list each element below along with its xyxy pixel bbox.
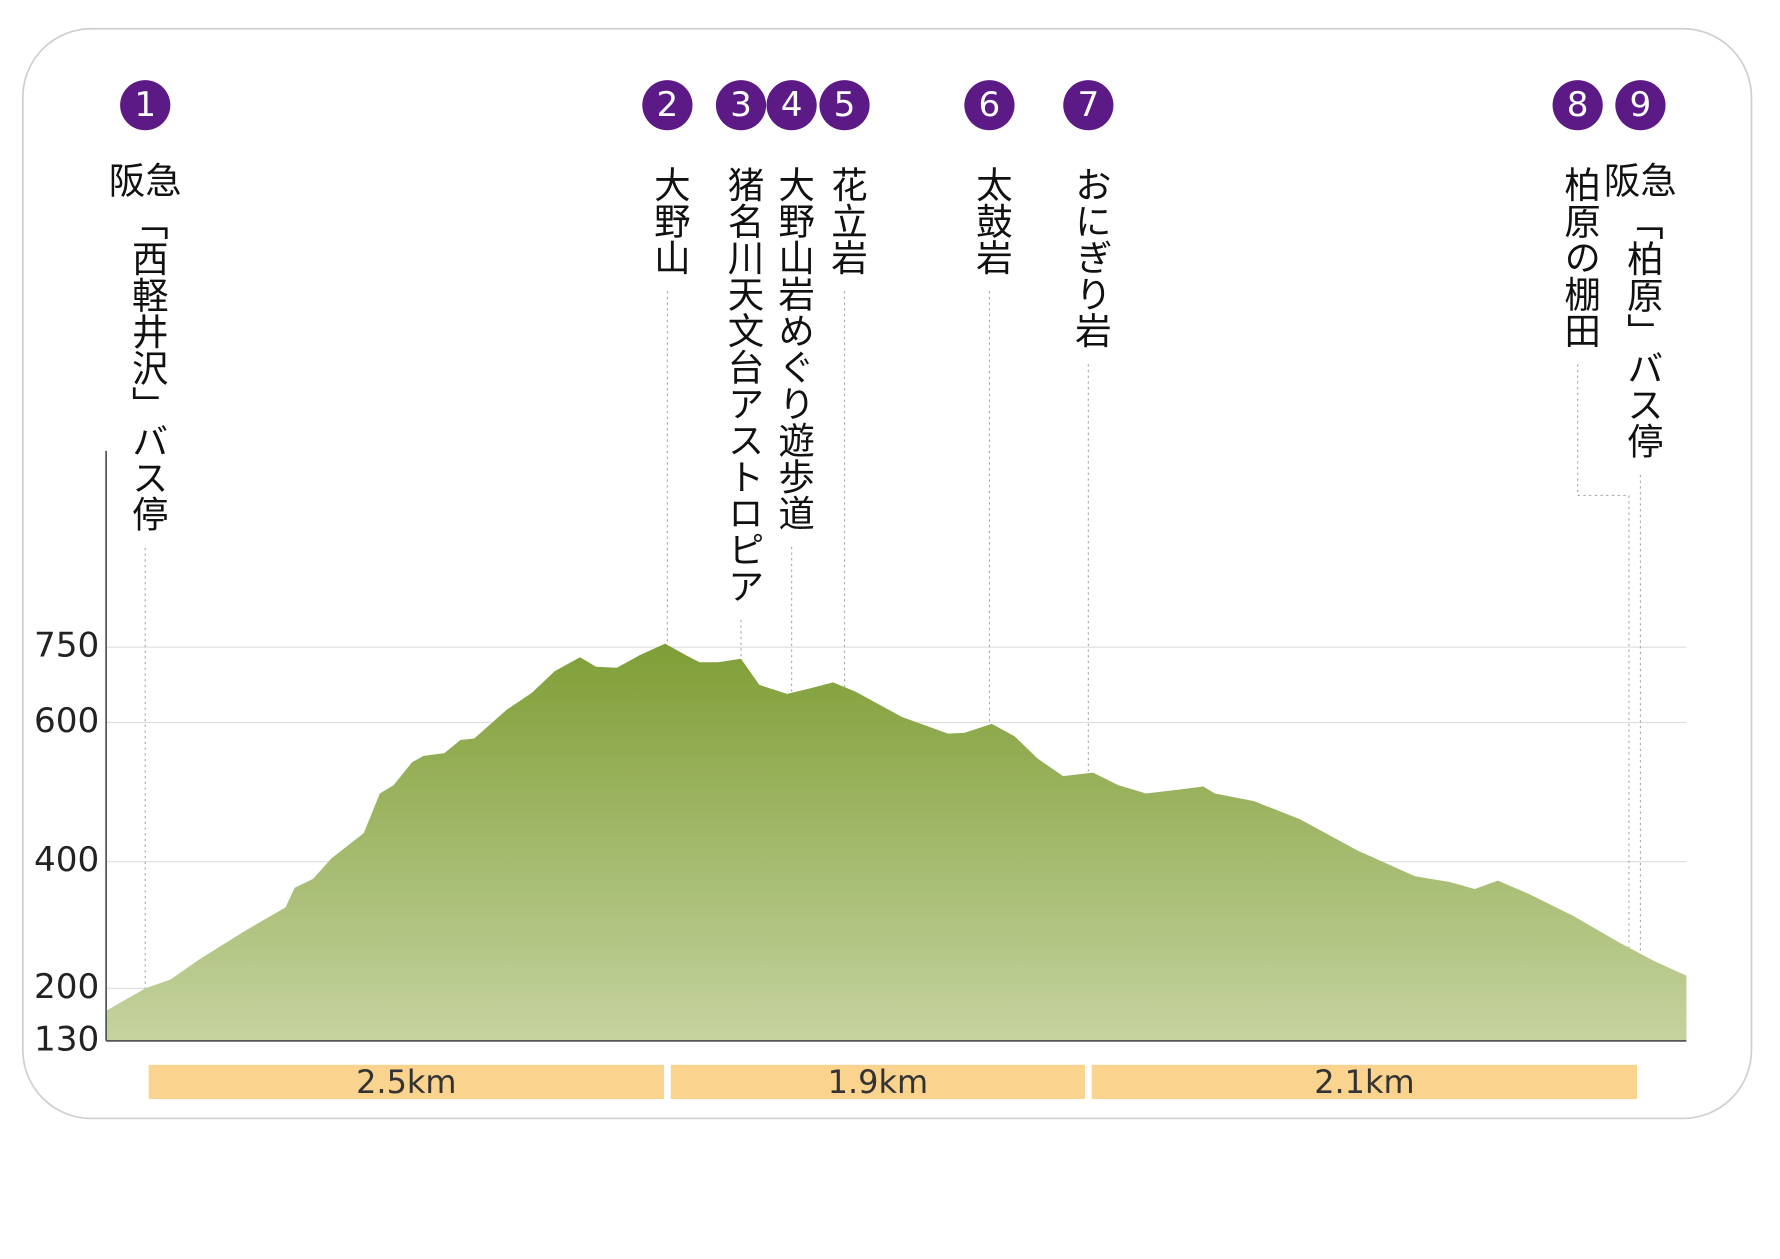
waypoint-label: 大野山岩めぐり遊歩道: [772, 166, 815, 531]
waypoint-marker: [964, 80, 1015, 131]
waypoint-marker: [766, 80, 817, 131]
y-tick-label: 750: [34, 626, 99, 666]
elevation-area: [106, 643, 1687, 1041]
waypoint-label: おにぎり岩: [1069, 166, 1112, 349]
waypoint-number: 5: [834, 85, 856, 125]
segment-bar: [148, 1064, 664, 1100]
segment-label: 1.9km: [828, 1063, 928, 1101]
waypoint-number: 2: [657, 85, 679, 125]
waypoint-label: 太鼓岩: [970, 166, 1013, 276]
waypoint-label-top: 阪急: [1604, 159, 1677, 202]
waypoint-label: 大野山: [648, 166, 691, 276]
waypoint-label: 「柏原」バス停: [1621, 203, 1664, 459]
waypoint-label-top: 阪急: [109, 159, 182, 202]
waypoint-marker: [1552, 80, 1603, 131]
y-tick-label: 400: [34, 840, 99, 880]
y-tick-label: 200: [34, 967, 99, 1007]
segment-label: 2.5km: [356, 1063, 456, 1101]
y-tick-label: 130: [34, 1019, 99, 1059]
waypoint-number: 3: [730, 85, 752, 125]
waypoint-marker: [120, 80, 171, 131]
segment-label: 2.1km: [1314, 1063, 1414, 1101]
waypoint-number: 4: [781, 85, 803, 125]
waypoint-marker: [642, 80, 693, 131]
waypoint-number: 7: [1077, 85, 1099, 125]
waypoint-label: 花立岩: [825, 166, 868, 276]
waypoint-number: 6: [979, 85, 1001, 125]
waypoint-number: 8: [1567, 85, 1589, 125]
waypoint-label: 「西軽井沢」バス停: [126, 203, 169, 532]
waypoint-marker: [819, 80, 870, 131]
segment-bar: [670, 1064, 1085, 1100]
waypoint-label: 柏原の棚田: [1558, 166, 1601, 349]
segment-bar: [1091, 1064, 1638, 1100]
waypoint-number: 1: [134, 85, 156, 125]
y-tick-label: 600: [34, 701, 99, 741]
waypoint-marker: [1615, 80, 1666, 131]
waypoint-number: 9: [1630, 85, 1652, 125]
waypoint-marker: [715, 80, 767, 131]
waypoint-label: 猪名川天文台アストロピア: [722, 166, 765, 604]
waypoint-marker: [1063, 80, 1114, 131]
